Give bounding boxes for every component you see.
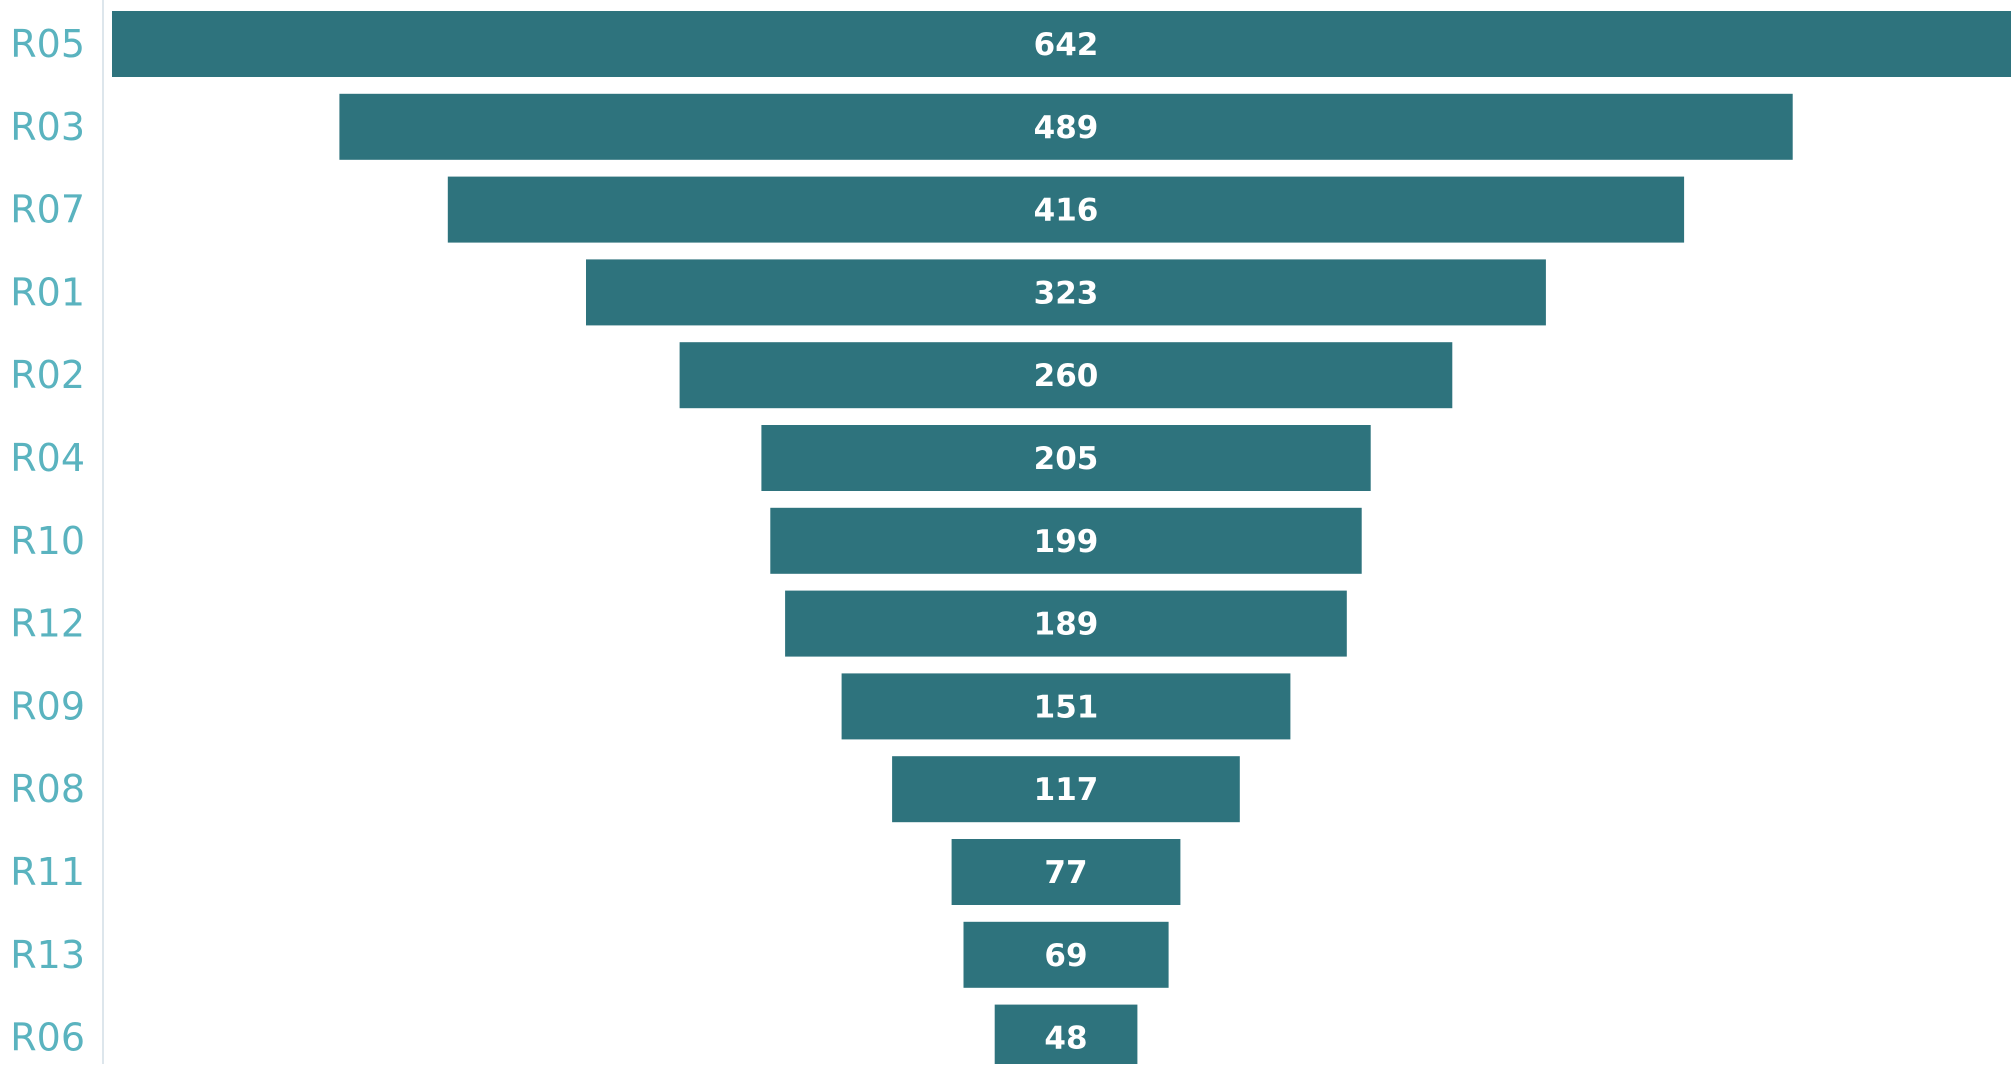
funnel-bar-r07 — [447, 176, 1685, 243]
category-tick-label: R01 — [10, 270, 85, 314]
bar-value-label: 199 — [1034, 524, 1099, 560]
funnel-bar-r05 — [112, 11, 2011, 77]
bar-labels-layer: 642 489 416 323 260 205 199 189 151 117 77 69 48 — [1034, 27, 1099, 1057]
category-tick-label: R11 — [10, 850, 85, 894]
category-tick-label: R12 — [10, 602, 85, 646]
bar-value-label: 642 — [1034, 27, 1099, 63]
bar-value-label: 69 — [1044, 938, 1087, 974]
bar-value-label: 48 — [1044, 1021, 1087, 1057]
funnel-bar-r04 — [761, 425, 1371, 491]
funnel-bar-r03 — [339, 93, 1793, 160]
funnel-bar-r02 — [679, 342, 1453, 409]
funnel-bar-r10 — [770, 507, 1362, 574]
bar-value-label: 151 — [1034, 689, 1099, 725]
funnel-bar-r09 — [841, 673, 1291, 740]
category-tick-label: R10 — [10, 519, 85, 563]
funnel-bar-r01 — [586, 259, 1546, 326]
category-tick-label: R06 — [10, 1016, 85, 1060]
bars-layer — [112, 11, 2011, 1069]
funnel-bar-r08 — [892, 756, 1240, 823]
bar-value-label: 260 — [1034, 358, 1099, 394]
bar-value-label: 117 — [1034, 772, 1099, 808]
category-tick-label: R05 — [10, 22, 85, 66]
bar-value-label: 205 — [1034, 441, 1099, 477]
bar-value-label: 323 — [1034, 275, 1099, 311]
funnel-bar-r12 — [785, 590, 1347, 657]
funnel-bar-r13 — [963, 921, 1169, 988]
category-tick-label: R09 — [10, 684, 85, 728]
funnel-bar-r06 — [994, 1004, 1138, 1069]
category-tick-label: R07 — [10, 188, 85, 232]
category-tick-label: R03 — [10, 105, 85, 149]
bar-value-label: 77 — [1044, 855, 1087, 891]
bar-value-label: 489 — [1034, 110, 1099, 146]
bar-value-label: 189 — [1034, 607, 1099, 643]
category-tick-label: R08 — [10, 767, 85, 811]
bar-value-label: 416 — [1034, 193, 1099, 229]
category-labels-layer: R05 R03 R07 R01 R02 R04 R10 R12 R09 R08 R11 R13 R06 — [10, 22, 85, 1060]
funnel-bar-r11 — [951, 839, 1181, 905]
category-tick-label: R04 — [10, 436, 85, 480]
category-tick-label: R13 — [10, 933, 85, 977]
category-tick-label: R02 — [10, 353, 85, 397]
